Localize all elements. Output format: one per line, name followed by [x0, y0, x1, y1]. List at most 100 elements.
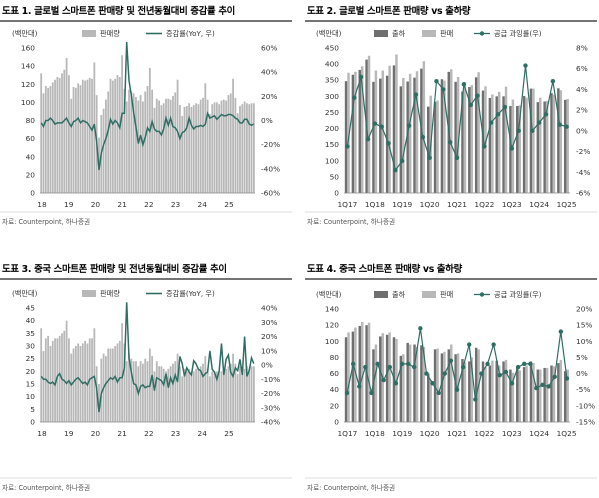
x-tick-label: 21 — [117, 429, 127, 438]
y2-tick-label: 20% — [261, 332, 277, 341]
sales-bar — [65, 57, 68, 193]
oversupply-point — [521, 361, 527, 367]
sales-bar — [456, 77, 460, 193]
sales-bar — [185, 371, 188, 422]
oversupply-point — [400, 158, 405, 164]
shipment-bar — [344, 81, 348, 193]
y-tick-label: 400 — [325, 60, 339, 69]
oversupply-point — [441, 87, 446, 92]
sales-bar — [234, 363, 237, 422]
sales-bar — [54, 79, 56, 193]
legend-swatch-bar — [82, 290, 96, 297]
shipment-bar — [399, 86, 403, 193]
y2-tick-label: -2% — [576, 147, 590, 156]
shipment-bar — [536, 102, 540, 193]
sales-bar — [248, 104, 251, 193]
sales-bar — [408, 73, 412, 193]
oversupply-point — [405, 361, 411, 367]
oversupply-point — [412, 364, 417, 370]
shipment-bar — [495, 360, 498, 422]
sales-bar — [74, 346, 77, 422]
sales-bar — [137, 100, 140, 193]
sales-bar — [58, 335, 61, 422]
sales-bar — [146, 361, 149, 422]
sales-bar — [118, 77, 121, 193]
sales-bar — [111, 348, 114, 422]
oversupply-point — [386, 141, 391, 146]
sales-bar — [374, 344, 378, 422]
y2-tick-label: 20% — [576, 305, 592, 314]
y-tick-label: 15 — [26, 380, 36, 389]
sales-bar — [167, 368, 170, 422]
chart-panel-1: 도표 1. 글로벌 스마트폰 판매량 및 전년동월대비 증감률 추이 (백만대) 0… — [0, 0, 294, 232]
oversupply-point — [528, 361, 533, 367]
oversupply-point — [502, 104, 508, 110]
sales-bar — [132, 93, 135, 193]
oversupply-point — [447, 140, 453, 145]
sales-bar — [204, 83, 207, 193]
y2-tick-label: -20% — [261, 389, 280, 398]
yoy-line — [40, 302, 255, 413]
sales-bar — [70, 98, 73, 193]
y-tick-label: 100 — [325, 156, 339, 165]
sales-bar — [209, 114, 211, 193]
sales-bar — [402, 77, 405, 193]
sales-bar — [63, 330, 66, 422]
sales-bar — [206, 368, 209, 422]
oversupply-point — [379, 124, 384, 129]
sales-bar — [51, 82, 54, 193]
y2-tick-label: -6% — [576, 189, 590, 198]
sales-bar — [155, 361, 158, 422]
sales-bar — [128, 353, 130, 422]
y-tick-label: 0 — [334, 189, 339, 198]
oversupply-point — [468, 102, 473, 108]
sales-bar — [109, 348, 112, 422]
sales-bar — [174, 361, 177, 422]
sales-bar — [491, 94, 494, 193]
sales-bar — [443, 351, 446, 422]
sales-bar — [167, 98, 170, 193]
shipment-bar — [385, 75, 389, 193]
sales-bar — [374, 70, 378, 193]
sales-bar — [58, 77, 61, 193]
chart-panel-2: 도표 2. 글로벌 스마트폰 판매량 vs 출하량 (백만대) 0 50 100 150 2… — [305, 0, 599, 232]
sales-bar — [125, 361, 128, 422]
sales-bar — [213, 102, 216, 193]
sales-bar — [165, 98, 167, 193]
oversupply-point — [489, 120, 494, 125]
sales-bar — [111, 80, 114, 193]
yoy-line — [40, 41, 255, 171]
oversupply-point — [350, 361, 356, 367]
shipment-bar — [447, 349, 451, 422]
sales-bar — [172, 96, 174, 193]
x-tick-label: 1Q25 — [557, 200, 577, 209]
shipment-bar — [495, 96, 498, 193]
sales-bar — [504, 86, 508, 193]
legend-label: 증감률(YoY, 우) — [166, 29, 215, 38]
oversupply-point — [473, 397, 478, 402]
legend-swatch-marker — [479, 31, 485, 36]
oversupply-point — [393, 381, 399, 386]
sales-bar — [91, 338, 93, 422]
sales-bar — [408, 344, 412, 422]
legend-swatch-shipment — [374, 30, 388, 37]
x-tick-label: 1Q17 — [337, 429, 357, 438]
sales-bar — [545, 100, 549, 193]
shipment-bar — [440, 353, 444, 422]
x-tick-label: 1Q23 — [502, 429, 522, 438]
oversupply-point — [424, 371, 429, 376]
y2-tick-label: -30% — [261, 403, 280, 412]
legend-label: 출하 — [392, 290, 406, 299]
shipment-bar — [351, 74, 355, 193]
y2-tick-label: -5% — [576, 385, 590, 394]
sales-bar — [209, 376, 211, 422]
source-note: 자료: Counterpoint, 하나증권 — [307, 217, 395, 226]
shipment-bar — [502, 361, 505, 422]
x-tick-label: 20 — [91, 200, 101, 209]
sales-bar — [47, 335, 50, 422]
y2-tick-label: -15% — [576, 418, 595, 427]
x-tick-label: 1Q24 — [529, 429, 549, 438]
sales-bar — [463, 362, 467, 422]
sales-bar — [539, 369, 542, 422]
sales-bar — [436, 100, 439, 193]
